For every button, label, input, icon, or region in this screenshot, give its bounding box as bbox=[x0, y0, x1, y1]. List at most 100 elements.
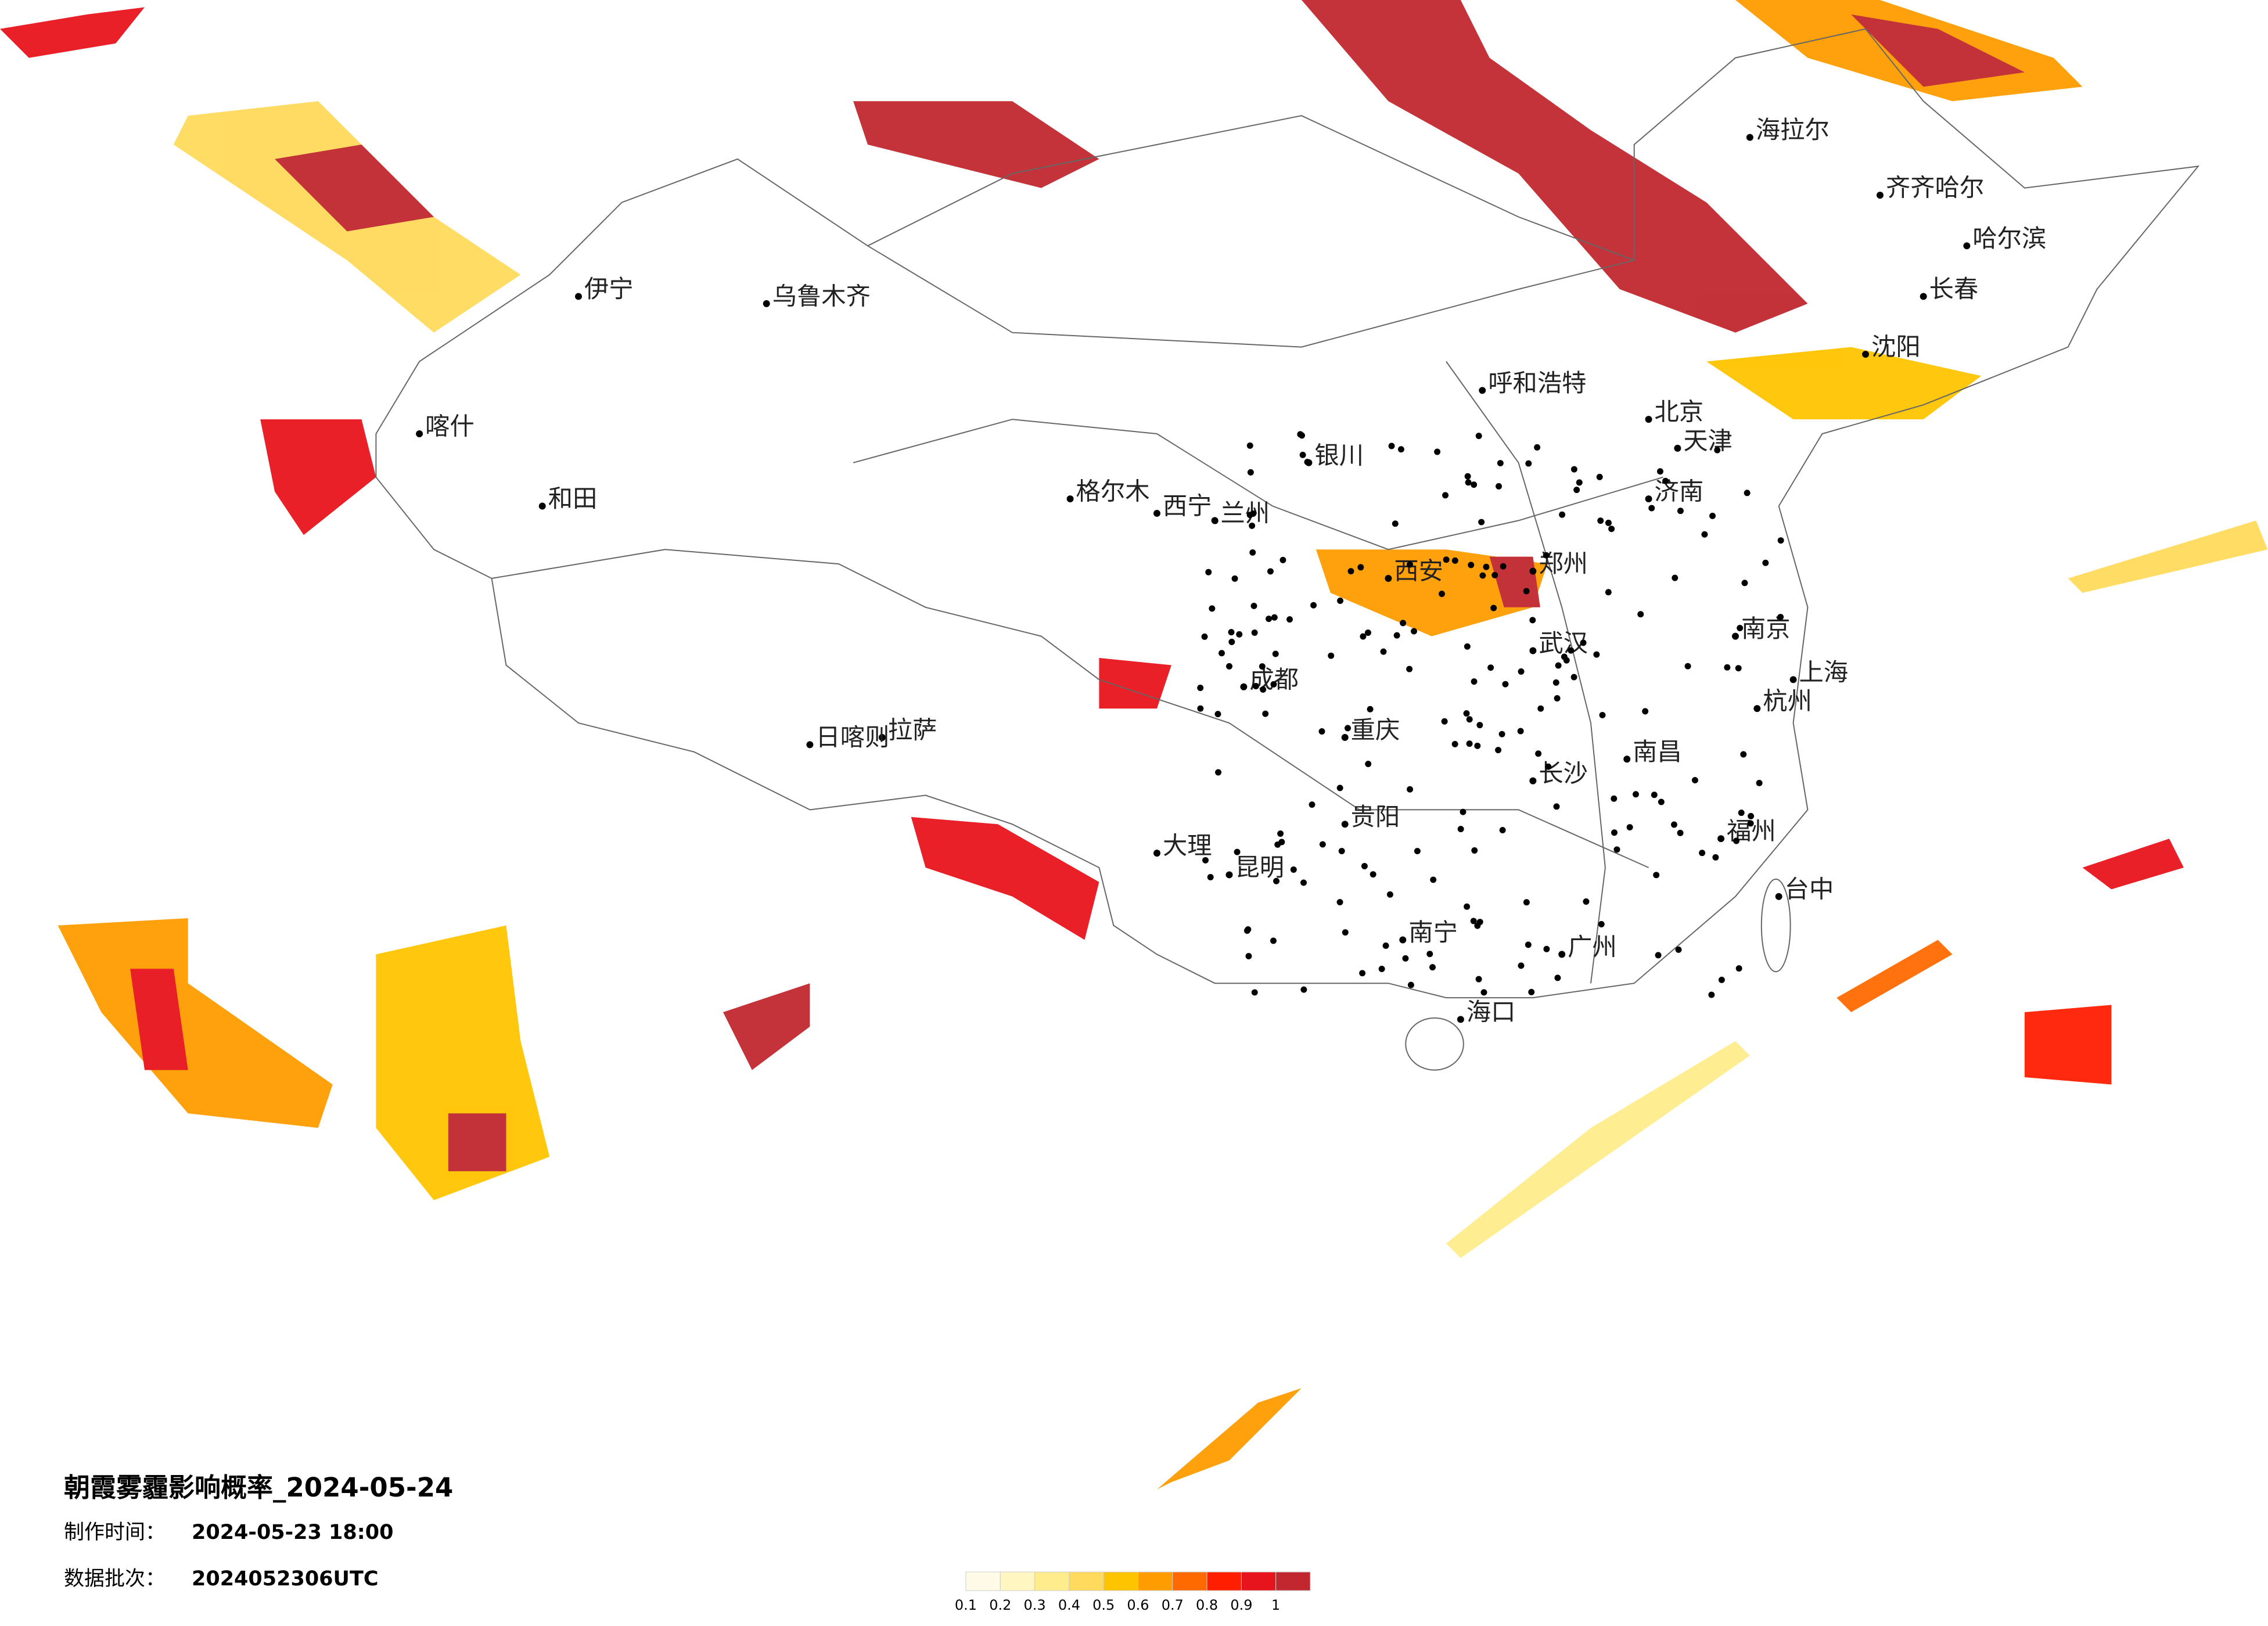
station-dot bbox=[1657, 468, 1663, 475]
station-dot bbox=[1672, 574, 1678, 581]
station-dot bbox=[1397, 446, 1404, 453]
city-dot bbox=[1225, 871, 1233, 879]
station-dot bbox=[1464, 643, 1471, 650]
province-border bbox=[1099, 679, 1649, 868]
station-dot bbox=[1388, 443, 1395, 449]
station-dot bbox=[1599, 711, 1606, 718]
field bbox=[723, 983, 810, 1070]
station-dot bbox=[1762, 559, 1769, 566]
station-dot bbox=[1497, 460, 1504, 467]
station-dot bbox=[1605, 519, 1612, 526]
station-dot bbox=[1360, 633, 1367, 640]
city-label: 乌鲁木齐 bbox=[772, 282, 871, 310]
city-label: 重庆 bbox=[1351, 715, 1400, 744]
station-dot bbox=[1279, 556, 1286, 563]
station-dot bbox=[1570, 466, 1577, 473]
station-dot bbox=[1626, 824, 1633, 831]
station-dot bbox=[1249, 549, 1256, 556]
station-dot bbox=[1570, 674, 1577, 681]
city-dot bbox=[1789, 676, 1797, 684]
station-dot bbox=[1608, 526, 1615, 533]
station-dot bbox=[1487, 664, 1494, 671]
station-dot bbox=[1740, 751, 1747, 758]
station-dot bbox=[1534, 444, 1541, 451]
city-label: 海拉尔 bbox=[1756, 116, 1830, 144]
legend-swatch bbox=[1103, 1571, 1138, 1591]
station-dot bbox=[1470, 918, 1477, 924]
city-label: 日喀则 bbox=[815, 723, 889, 751]
station-dot bbox=[1246, 442, 1253, 449]
station-dot bbox=[1209, 605, 1216, 612]
station-dot bbox=[1529, 617, 1536, 624]
station-dot bbox=[1699, 850, 1706, 857]
station-dot bbox=[1441, 718, 1448, 725]
batch-label: 数据批次： bbox=[64, 1567, 166, 1591]
station-dot bbox=[1247, 469, 1254, 476]
station-dot bbox=[1712, 854, 1719, 861]
field bbox=[1851, 14, 2025, 87]
province-border bbox=[853, 419, 1663, 551]
field bbox=[57, 918, 333, 1128]
station-dot bbox=[1270, 681, 1277, 688]
station-dot bbox=[1266, 616, 1273, 623]
station-dot bbox=[1611, 795, 1618, 802]
station-dot bbox=[1407, 981, 1414, 988]
batch-value: 2024052306UTC bbox=[192, 1567, 379, 1591]
city-dot bbox=[1645, 495, 1652, 503]
station-dot bbox=[1215, 769, 1222, 776]
city-dot bbox=[1385, 575, 1392, 582]
station-dot bbox=[1475, 976, 1482, 983]
city-dot bbox=[1558, 951, 1566, 958]
legend-label: 0.8 bbox=[1196, 1597, 1218, 1613]
station-dot bbox=[1300, 986, 1307, 993]
station-dot bbox=[1286, 616, 1293, 623]
station-dot bbox=[1463, 710, 1470, 717]
station-dot bbox=[1251, 989, 1258, 996]
city-label: 拉萨 bbox=[888, 715, 937, 744]
station-dot bbox=[1561, 653, 1568, 660]
city-dot bbox=[1963, 242, 1971, 250]
station-dot bbox=[1252, 682, 1259, 689]
field bbox=[2025, 1005, 2112, 1085]
field bbox=[2082, 839, 2184, 890]
field bbox=[2068, 520, 2268, 593]
province-border bbox=[1446, 361, 1606, 984]
city-dot bbox=[1775, 893, 1782, 900]
legend: 0.1 0.2 0.3 0.4 0.5 0.6 0.7 0.8 0.9 1 bbox=[955, 1571, 1311, 1613]
city-label: 西安 bbox=[1394, 557, 1443, 585]
city-label: 广州 bbox=[1568, 933, 1617, 961]
station-dot bbox=[1637, 611, 1644, 618]
city-dot bbox=[1753, 705, 1761, 713]
city-label: 伊宁 bbox=[584, 275, 634, 303]
station-dot bbox=[1393, 632, 1400, 639]
station-dot bbox=[1370, 871, 1376, 878]
station-dot bbox=[1202, 857, 1209, 864]
station-dot bbox=[1748, 812, 1755, 819]
legend-label: 0.6 bbox=[1127, 1597, 1149, 1613]
station-dot bbox=[1249, 522, 1256, 529]
field bbox=[260, 419, 376, 535]
city-dot bbox=[1153, 850, 1160, 857]
city-dot bbox=[1240, 683, 1248, 690]
station-dot bbox=[1545, 763, 1552, 770]
city-dot bbox=[763, 300, 770, 307]
field bbox=[0, 7, 145, 58]
station-dot bbox=[1677, 829, 1684, 836]
station-dot bbox=[1573, 487, 1580, 494]
station-dot bbox=[1476, 722, 1483, 729]
station-dot bbox=[1380, 648, 1387, 655]
station-dot bbox=[1365, 761, 1372, 767]
station-dot bbox=[1724, 664, 1731, 671]
legend-label: 0.4 bbox=[1058, 1597, 1080, 1613]
station-dot bbox=[1735, 665, 1742, 672]
station-dot bbox=[1451, 740, 1458, 747]
station-dot bbox=[1677, 508, 1684, 515]
taiwan bbox=[1760, 878, 1791, 973]
legend-label: 0.3 bbox=[1024, 1597, 1046, 1613]
city-dot bbox=[1732, 632, 1739, 640]
field bbox=[1315, 549, 1548, 636]
city-label: 沈阳 bbox=[1871, 333, 1921, 361]
station-dot bbox=[1714, 447, 1721, 454]
city-label: 齐齐哈尔 bbox=[1886, 174, 1984, 202]
station-dot bbox=[1471, 678, 1478, 685]
